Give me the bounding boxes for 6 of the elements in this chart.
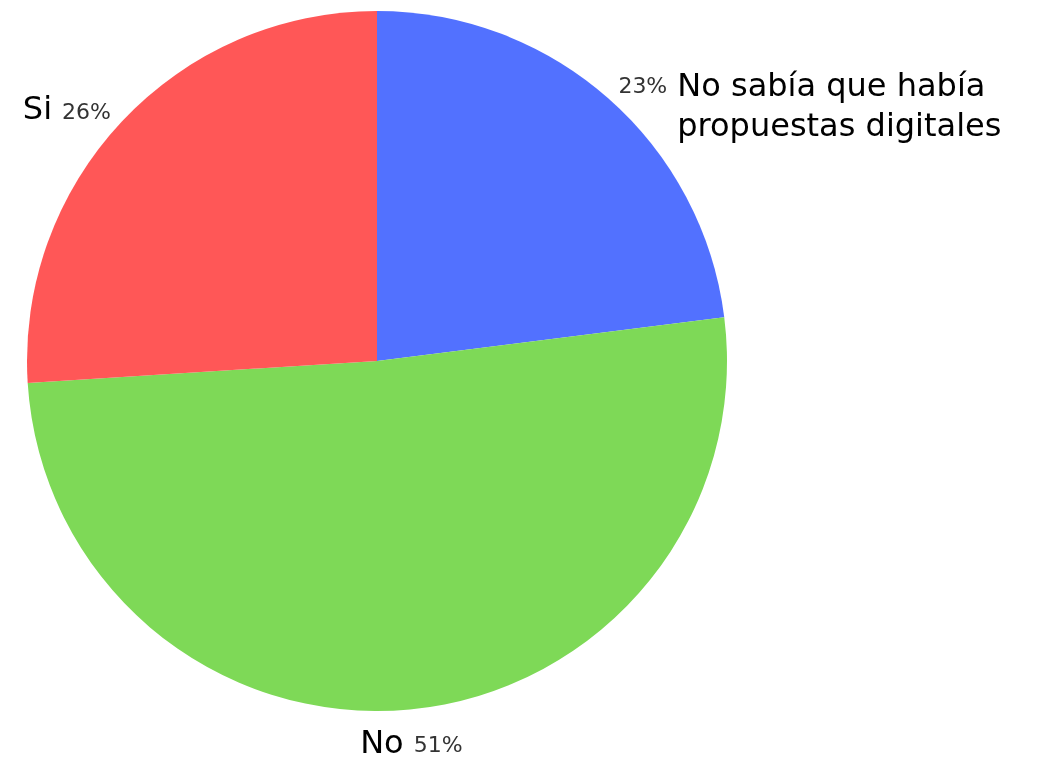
slice-label: No sabía que había propuestas digitales	[677, 65, 1002, 144]
data-label: 51%	[413, 732, 463, 758]
slice-label: No	[360, 722, 404, 760]
slice-label: Si	[22, 89, 53, 128]
data-label: 26%	[62, 98, 111, 124]
data-label: 23%	[618, 72, 668, 98]
